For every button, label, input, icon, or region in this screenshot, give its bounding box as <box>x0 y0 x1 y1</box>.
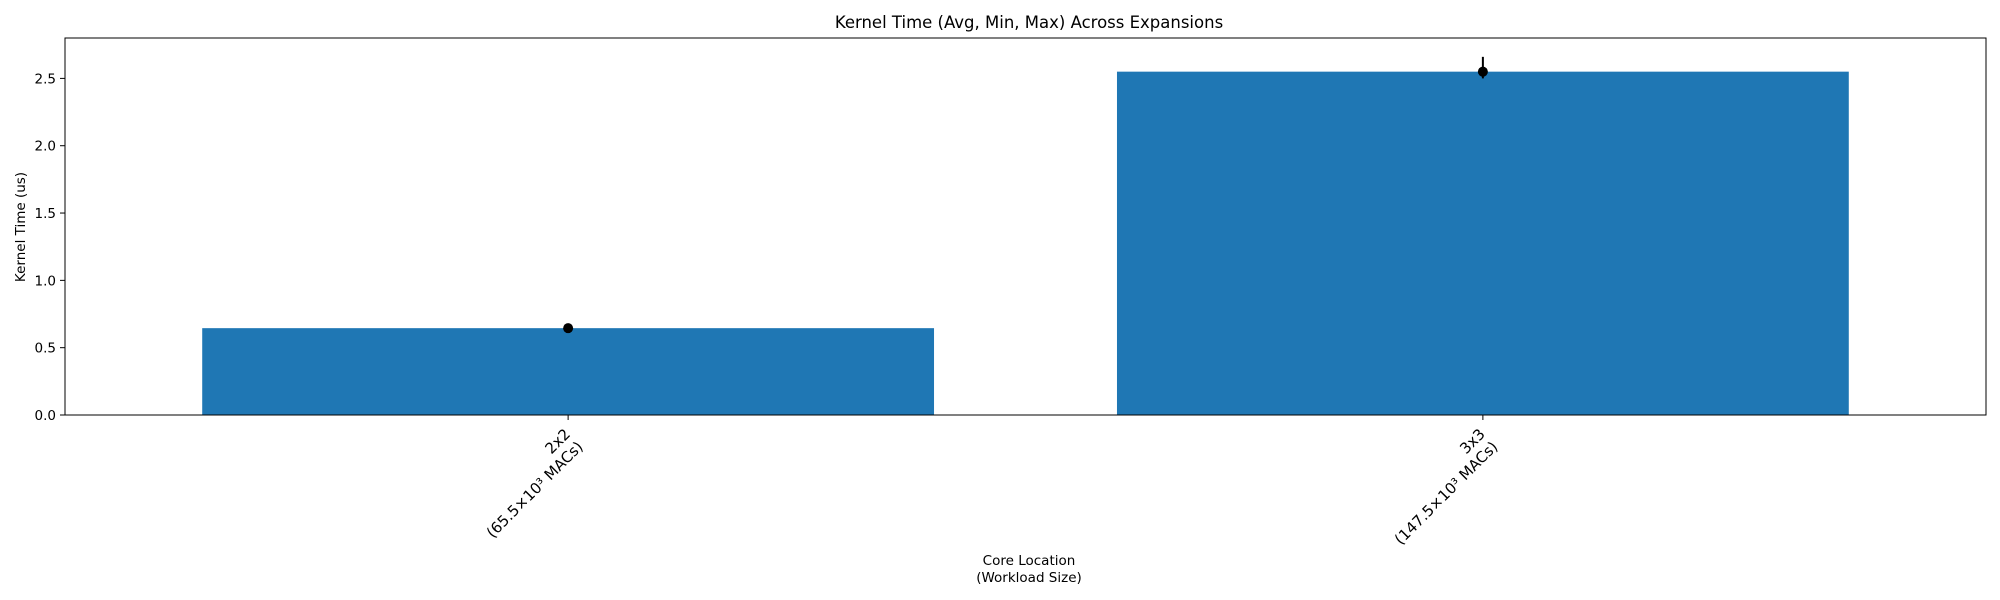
x-tick-label-2-workload: (147.5×10³ MACs) <box>1391 438 1502 549</box>
x-tick-label-1: 2x2(65.5×10³ MACs) <box>470 425 587 542</box>
plot-frame <box>64 37 1987 416</box>
x-axis-label-line-1: Core Location <box>983 553 1076 569</box>
plot-area: 2x2(65.5×10³ MACs) 3x3(147.5×10³ MACs) 0.0… <box>35 37 1987 548</box>
chart-title: Kernel Time (Avg, Min, Max) Across Expan… <box>835 13 1223 32</box>
y-tick-label-6: 2.5 <box>35 71 56 87</box>
y-tick-label-3: 1.0 <box>35 273 56 289</box>
x-axis-label-line-2: (Workload Size) <box>976 570 1082 586</box>
bar-1 <box>202 328 935 415</box>
x-tick-label-1-workload: (65.5×10³ MACs) <box>483 438 587 542</box>
y-tick-label-4: 1.5 <box>35 206 56 222</box>
y-tick-label-2: 0.5 <box>35 341 56 357</box>
y-tick-label-5: 2.0 <box>35 139 56 155</box>
y-tick-label-1: 0.0 <box>35 408 56 424</box>
avg-marker-2 <box>1477 66 1488 77</box>
y-axis-label: Kernel Time (us) <box>13 172 29 282</box>
avg-marker-1 <box>563 323 574 334</box>
bar-2 <box>1116 71 1849 416</box>
x-tick-label-2: 3x3(147.5×10³ MACs) <box>1378 425 1501 548</box>
